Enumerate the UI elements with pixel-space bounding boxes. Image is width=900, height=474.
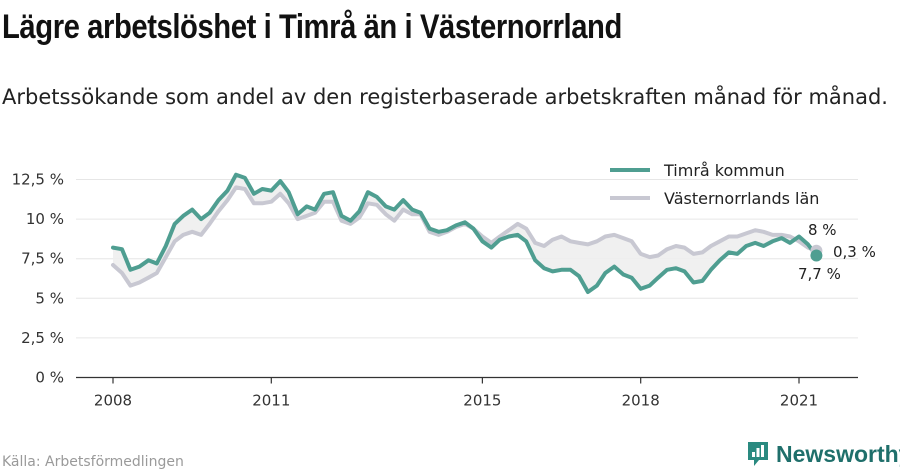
- x-tick-label: 2021: [780, 392, 818, 410]
- x-axis: 2008 2011 2015 2018 2021: [76, 376, 858, 410]
- x-tick-label: 2008: [94, 392, 132, 410]
- page-title: Lägre arbetslöshet i Timrå än i Västerno…: [2, 8, 622, 46]
- legend-label-vasternorrland: Västernorrlands län: [664, 189, 819, 208]
- x-tick-label: 2011: [252, 392, 290, 410]
- legend: Timrå kommun Västernorrlands län: [610, 161, 819, 208]
- series-line-timra: [111, 172, 819, 294]
- source-note: Källa: Arbetsförmedlingen: [2, 454, 184, 470]
- end-label-vasternorrland: 8 %: [808, 221, 837, 239]
- newsworthy-logo-icon: [748, 442, 768, 466]
- series-lines: [111, 172, 819, 294]
- end-annotations: 8 % 0,3 % 7,7 %: [798, 221, 876, 283]
- brand-logo: Newsworthy: [746, 440, 900, 468]
- y-axis-labels: 0 % 2,5 % 5 % 7,5 % 10 % 12,5 %: [12, 171, 64, 387]
- brand-name: Newsworthy: [776, 440, 900, 467]
- y-tick-label: 7,5 %: [21, 250, 64, 268]
- difference-fill: [113, 174, 817, 292]
- y-tick-label: 12,5 %: [12, 171, 64, 189]
- difference-area: [113, 174, 817, 292]
- end-label-timra: 7,7 %: [798, 265, 841, 283]
- y-tick-label: 10 %: [26, 210, 64, 228]
- difference-label: 0,3 %: [833, 243, 876, 261]
- legend-label-timra: Timrå kommun: [663, 161, 785, 180]
- y-tick-label: 5 %: [35, 289, 64, 307]
- x-tick-label: 2018: [622, 392, 660, 410]
- y-tick-label: 2,5 %: [21, 329, 64, 347]
- y-tick-label: 0 %: [35, 369, 64, 387]
- end-marker-timra: [810, 249, 823, 262]
- page-subtitle: Arbetssökande som andel av den registerb…: [2, 85, 888, 109]
- x-tick-label: 2015: [463, 392, 501, 410]
